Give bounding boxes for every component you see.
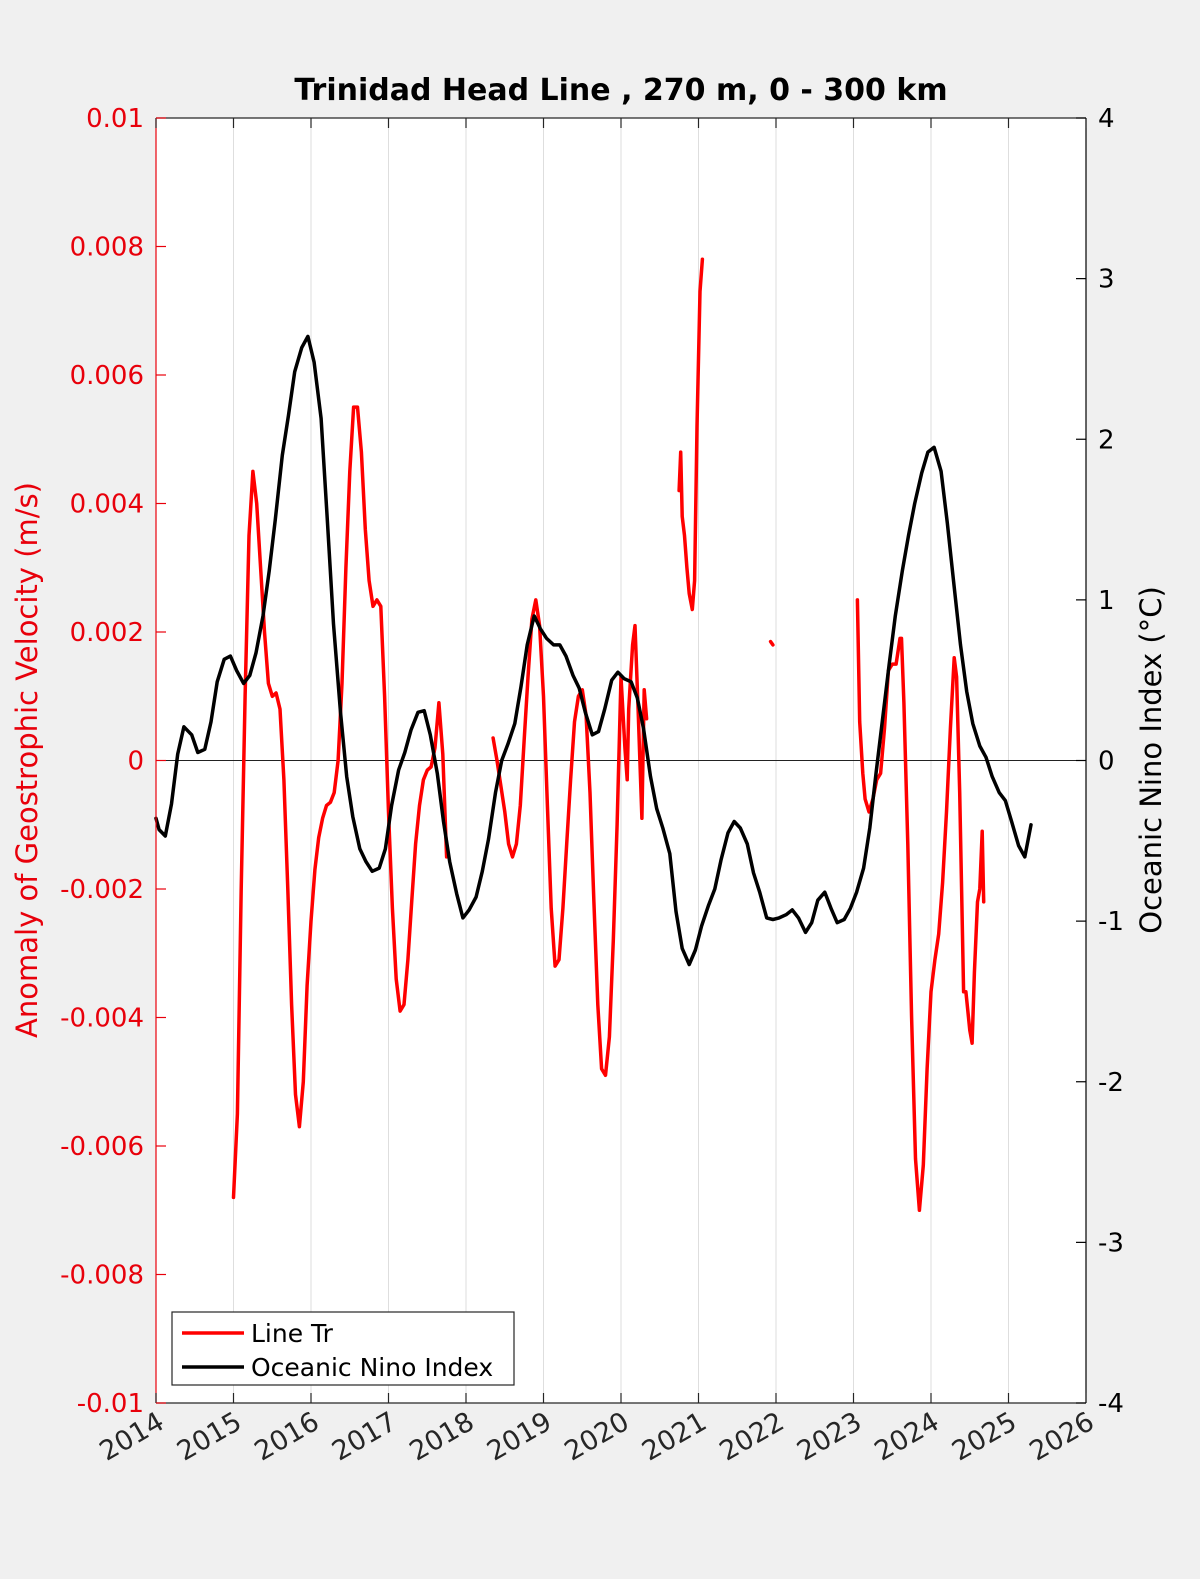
x-tick-label: 2023 [792, 1406, 867, 1467]
legend-label-oni: Oceanic Nino Index [251, 1353, 493, 1382]
x-tick-label: 2026 [1024, 1406, 1099, 1467]
left-axis-label: Anomaly of Geostrophic Velocity (m/s) [10, 482, 44, 1038]
line-tr-series-segment [768, 639, 775, 647]
left-y-tick-label: 0.004 [70, 490, 144, 520]
line-tr-series-segment [677, 257, 705, 612]
right-y-tick-label: 4 [1098, 104, 1115, 134]
x-tick-label: 2025 [947, 1406, 1022, 1467]
series-layer [154, 257, 1033, 1213]
x-tick-label: 2024 [869, 1406, 944, 1467]
left-y-tick-label: 0.01 [86, 104, 144, 134]
x-tick-label: 2016 [249, 1406, 324, 1467]
right-y-tick-label: -1 [1098, 907, 1124, 937]
left-y-tick-label: -0.008 [60, 1261, 144, 1291]
right-y-tick-label: 3 [1098, 265, 1115, 295]
right-y-tick-label: 1 [1098, 586, 1115, 616]
oceanic-nino-index-series-segment [154, 334, 1033, 967]
left-y-tick-label: 0.006 [70, 361, 144, 391]
left-y-tick-label: -0.01 [77, 1389, 144, 1419]
right-axis-label: Oceanic Nino Index (°C) [1134, 586, 1168, 934]
left-y-tick-label: 0.002 [70, 618, 144, 648]
legend-label-line-tr: Line Tr [251, 1319, 334, 1348]
left-y-tick-label: -0.004 [60, 1004, 144, 1034]
left-y-tick-label: -0.006 [60, 1132, 144, 1162]
legend: Line Tr Oceanic Nino Index [171, 1311, 515, 1386]
x-tick-label: 2020 [559, 1406, 634, 1467]
right-y-tick-label: -4 [1098, 1389, 1124, 1419]
line-tr-series-segment [855, 598, 986, 1213]
x-tick-label: 2017 [327, 1406, 402, 1467]
legend-box [171, 1311, 515, 1386]
x-tick-label: 2015 [172, 1406, 247, 1467]
left-y-tick-label: 0 [127, 747, 144, 777]
right-y-tick-label: 2 [1098, 425, 1115, 455]
line-tr-series-segment [491, 598, 649, 1078]
left-y-tick-label: -0.002 [60, 875, 144, 905]
chart-title: Trinidad Head Line , 270 m, 0 - 300 km [294, 73, 947, 108]
x-tick-label: 2018 [404, 1406, 479, 1467]
right-y-tick-label: -3 [1098, 1228, 1124, 1258]
x-tick-label: 2022 [714, 1406, 789, 1467]
right-y-tick-label: 0 [1098, 747, 1115, 777]
left-y-tick-label: 0.008 [70, 233, 144, 263]
x-tick-label: 2019 [482, 1406, 557, 1467]
right-y-tick-label: -2 [1098, 1068, 1124, 1098]
x-tick-label: 2021 [637, 1406, 712, 1467]
